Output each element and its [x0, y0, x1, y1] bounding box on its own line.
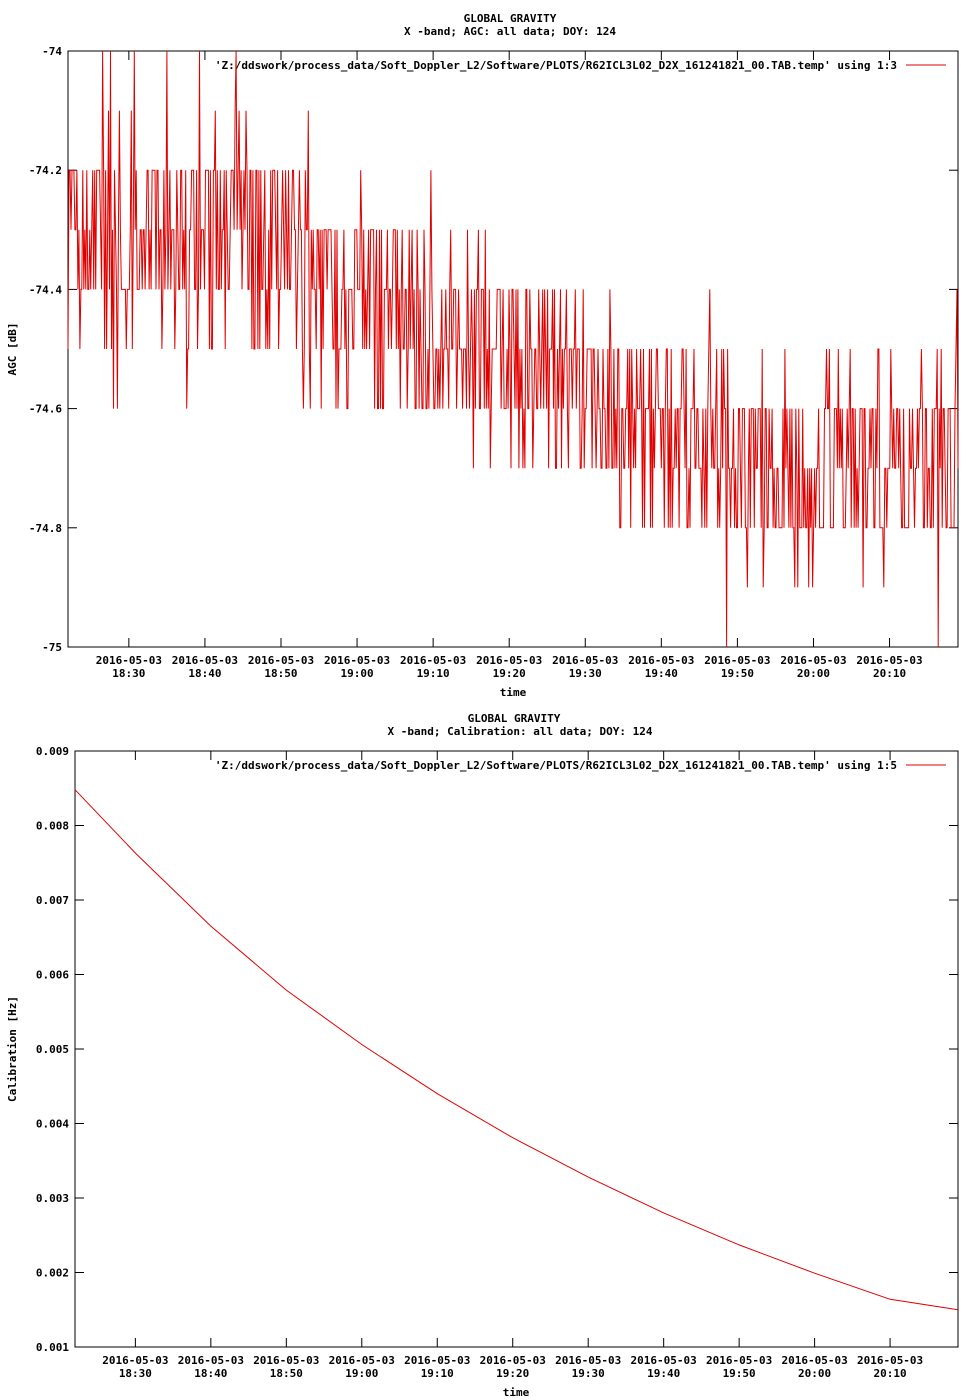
- x-tick-date-label: 2016-05-03: [857, 1354, 923, 1367]
- agc-series-line: [67, 50, 959, 648]
- agc-series-group: [67, 50, 959, 648]
- x-tick-date-label: 2016-05-03: [329, 1354, 395, 1367]
- agc-chart-title: GLOBAL GRAVITY: [464, 12, 557, 25]
- y-tick-label: -74.6: [29, 403, 62, 416]
- x-tick-date-label: 2016-05-03: [172, 654, 238, 667]
- x-tick-date-label: 2016-05-03: [324, 654, 390, 667]
- x-tick-date-label: 2016-05-03: [781, 1354, 847, 1367]
- x-tick-time-label: 19:10: [421, 1367, 454, 1380]
- y-tick-label: 0.003: [36, 1192, 69, 1205]
- x-tick-time-label: 19:10: [417, 667, 450, 680]
- x-tick-time-label: 19:00: [345, 1367, 378, 1380]
- x-tick-time-label: 19:00: [340, 667, 373, 680]
- calibration-chart: GLOBAL GRAVITY X -band; Calibration: all…: [6, 712, 959, 1399]
- y-tick-label: 0.005: [36, 1043, 69, 1056]
- x-tick-time-label: 20:10: [873, 667, 906, 680]
- x-tick-date-label: 2016-05-03: [476, 654, 542, 667]
- calibration-chart-subtitle: X -band; Calibration: all data; DOY: 124: [388, 725, 653, 738]
- x-tick-date-label: 2016-05-03: [704, 654, 770, 667]
- y-tick-label: 0.004: [36, 1118, 69, 1131]
- y-tick-label: -74.8: [29, 522, 62, 535]
- y-tick-label: 0.001: [36, 1341, 69, 1354]
- calibration-chart-title: GLOBAL GRAVITY: [468, 712, 561, 725]
- agc-chart-subtitle: X -band; AGC: all data; DOY: 124: [404, 25, 616, 38]
- x-tick-time-label: 20:00: [798, 1367, 831, 1380]
- x-tick-date-label: 2016-05-03: [555, 1354, 621, 1367]
- calibration-y-axis-label: Calibration [Hz]: [6, 996, 19, 1102]
- calibration-plot-frame: [74, 750, 959, 1348]
- agc-x-axis-label: time: [500, 686, 527, 699]
- x-tick-time-label: 18:50: [270, 1367, 303, 1380]
- x-tick-date-label: 2016-05-03: [552, 654, 618, 667]
- x-tick-time-label: 18:40: [194, 1367, 227, 1380]
- y-tick-label: 0.006: [36, 969, 69, 982]
- x-tick-date-label: 2016-05-03: [628, 654, 694, 667]
- x-tick-time-label: 18:50: [264, 667, 297, 680]
- x-tick-time-label: 19:40: [647, 1367, 680, 1380]
- x-tick-time-label: 18:30: [112, 667, 145, 680]
- x-tick-date-label: 2016-05-03: [780, 654, 846, 667]
- x-tick-date-label: 2016-05-03: [96, 654, 162, 667]
- agc-chart: GLOBAL GRAVITY X -band; AGC: all data; D…: [6, 12, 959, 699]
- x-tick-time-label: 19:30: [569, 667, 602, 680]
- x-tick-date-label: 2016-05-03: [706, 1354, 772, 1367]
- x-tick-time-label: 20:10: [874, 1367, 907, 1380]
- y-tick-label: -74.4: [29, 283, 62, 296]
- calibration-series-line: [74, 789, 959, 1311]
- calibration-legend-label: 'Z:/ddswork/process_data/Soft_Doppler_L2…: [215, 759, 897, 772]
- x-tick-date-label: 2016-05-03: [253, 1354, 319, 1367]
- calibration-series-group: [74, 789, 959, 1311]
- x-tick-date-label: 2016-05-03: [856, 654, 922, 667]
- agc-plot-frame: [67, 50, 959, 648]
- agc-x-ticks: 2016-05-0318:302016-05-0318:402016-05-03…: [96, 51, 923, 680]
- y-tick-label: -75: [42, 641, 62, 654]
- x-tick-date-label: 2016-05-03: [400, 654, 466, 667]
- x-tick-date-label: 2016-05-03: [631, 1354, 697, 1367]
- x-tick-time-label: 18:30: [119, 1367, 152, 1380]
- y-tick-label: 0.007: [36, 894, 69, 907]
- x-tick-date-label: 2016-05-03: [404, 1354, 470, 1367]
- y-tick-label: 0.002: [36, 1267, 69, 1280]
- y-tick-label: 0.008: [36, 820, 69, 833]
- calibration-y-ticks: 0.009 0.008 0.007 0.006 0.005 0.004 0.003 0.002…: [36, 745, 958, 1354]
- x-tick-date-label: 2016-05-03: [178, 1354, 244, 1367]
- x-tick-time-label: 20:00: [797, 667, 830, 680]
- agc-y-axis-label: AGC [dB]: [6, 323, 19, 376]
- x-tick-time-label: 18:40: [188, 667, 221, 680]
- x-tick-date-label: 2016-05-03: [102, 1354, 168, 1367]
- x-tick-time-label: 19:30: [572, 1367, 605, 1380]
- x-tick-time-label: 19:50: [721, 667, 754, 680]
- x-tick-date-label: 2016-05-03: [248, 654, 314, 667]
- y-tick-label: -74.2: [29, 164, 62, 177]
- x-tick-time-label: 19:50: [723, 1367, 756, 1380]
- y-tick-label: -74: [42, 45, 62, 58]
- calibration-x-ticks: 2016-05-0318:302016-05-0318:402016-05-03…: [102, 751, 923, 1380]
- x-tick-time-label: 19:40: [645, 667, 678, 680]
- x-tick-time-label: 19:20: [496, 1367, 529, 1380]
- x-tick-date-label: 2016-05-03: [480, 1354, 546, 1367]
- y-tick-label: 0.009: [36, 745, 69, 758]
- calibration-x-axis-label: time: [503, 1386, 530, 1399]
- x-tick-time-label: 19:20: [493, 667, 526, 680]
- agc-legend-label: 'Z:/ddswork/process_data/Soft_Doppler_L2…: [215, 59, 897, 72]
